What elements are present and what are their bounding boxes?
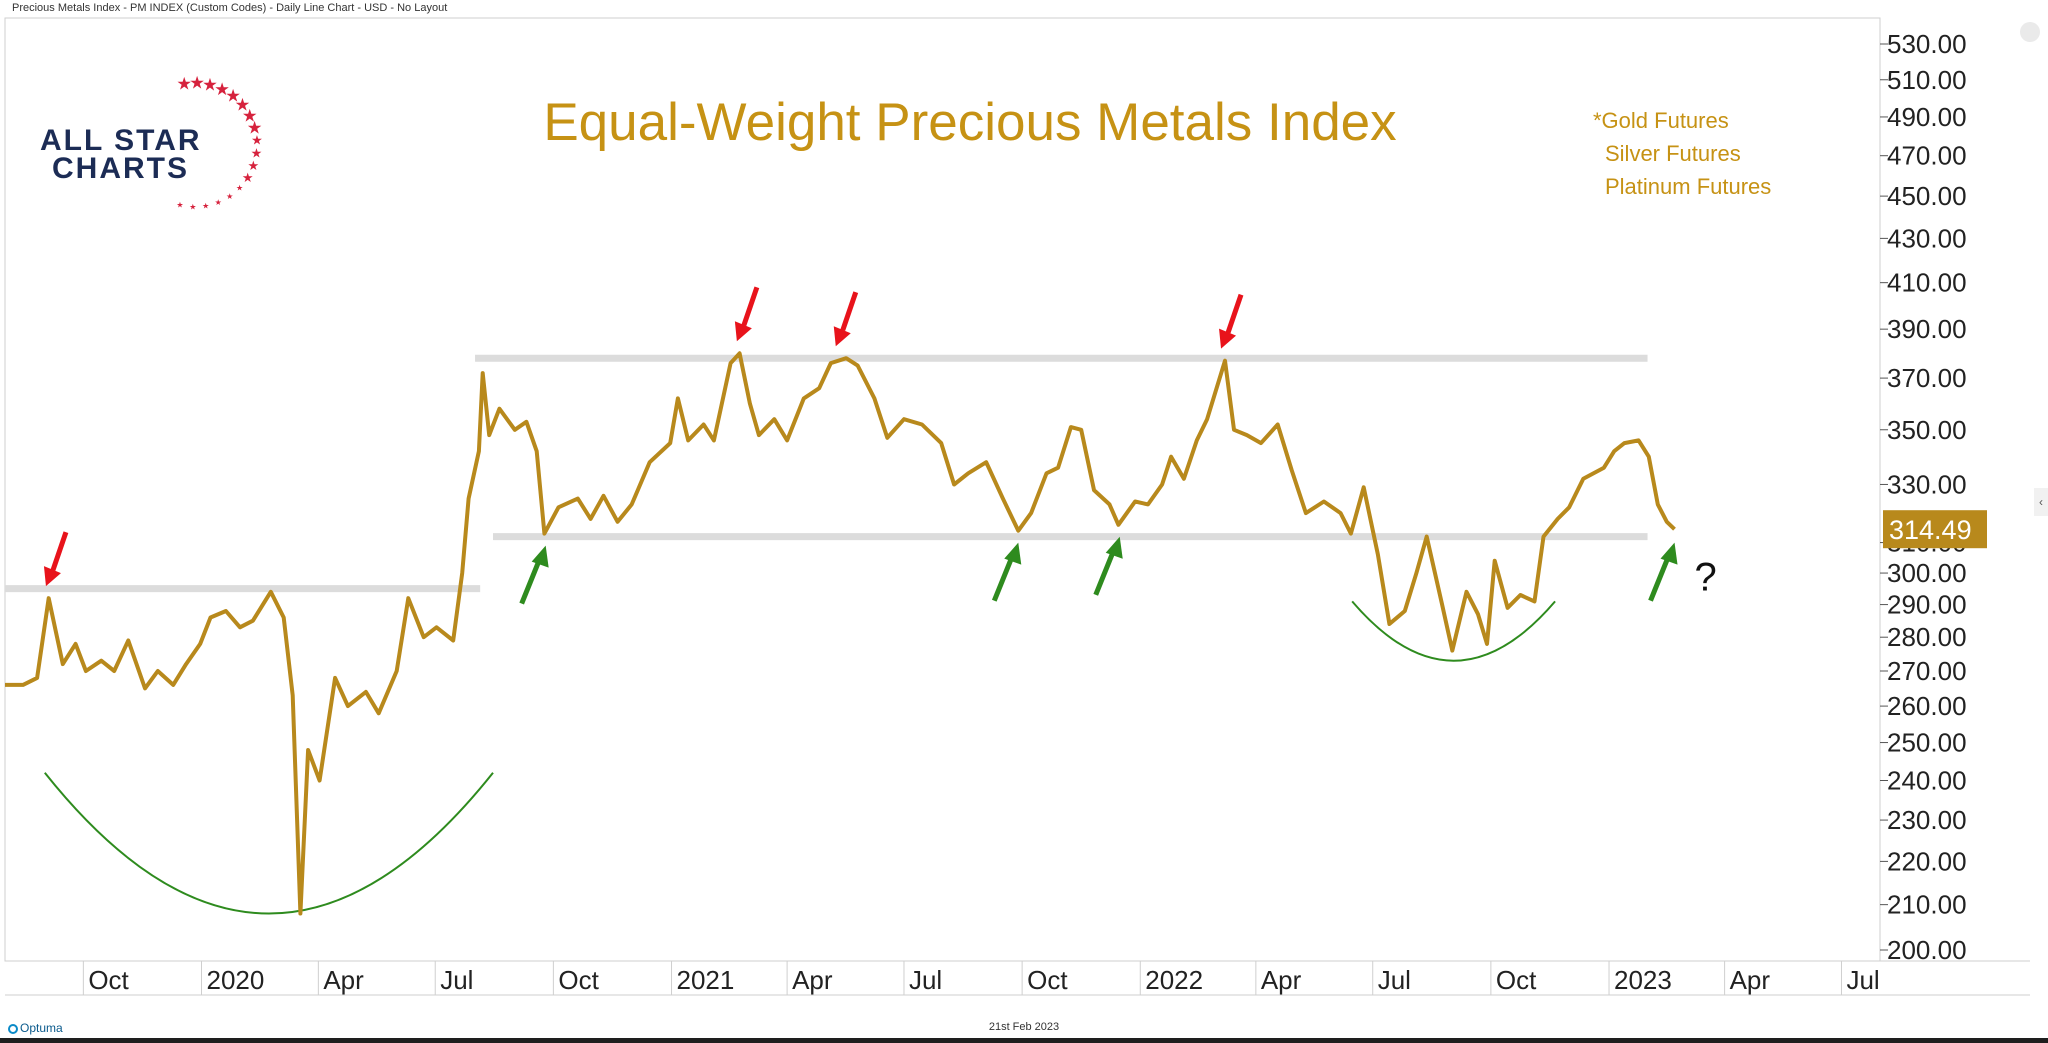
- logo-star-icon: ★: [251, 146, 262, 161]
- logo-star-icon: ★: [235, 95, 251, 115]
- question-mark: ?: [1695, 556, 1717, 600]
- footer-date: 21st Feb 2023: [988, 1021, 1060, 1033]
- logo-star-icon: ★: [202, 202, 209, 211]
- legend: *Gold Futures Silver Futures Platinum Futu…: [1593, 108, 1771, 199]
- logo-line-1: ALL STAR: [40, 124, 202, 157]
- legend-item: Platinum Futures: [1605, 174, 1771, 199]
- y-tick-label: 230.00: [1887, 805, 1967, 835]
- y-tick-label: 280.00: [1887, 622, 1967, 652]
- logo-star-icon: ★: [242, 105, 258, 125]
- bottom-bar: [0, 1038, 2048, 1043]
- logo-star-icon: ★: [236, 184, 243, 193]
- x-tick-label: 2022: [1145, 965, 1203, 995]
- logo-star-icon: ★: [214, 79, 230, 99]
- y-tick-label: 390.00: [1887, 314, 1967, 344]
- footer-brand-label: Optuma: [20, 1021, 63, 1035]
- logo-star-icon: ★: [176, 201, 183, 210]
- y-tick-label: 220.00: [1887, 846, 1967, 876]
- y-tick-label: 240.00: [1887, 766, 1967, 796]
- y-tick-label: 450.00: [1887, 181, 1967, 211]
- y-tick-label: 470.00: [1887, 141, 1967, 171]
- footer-brand: Optuma: [8, 1021, 63, 1035]
- y-tick-label: 200.00: [1887, 935, 1967, 965]
- logo-star-icon: ★: [242, 170, 253, 185]
- down-arrow-head-icon: [734, 321, 752, 342]
- y-tick-label: 370.00: [1887, 363, 1967, 393]
- logo-line-2: CHARTS: [52, 152, 189, 185]
- base-arc: [1351, 600, 1556, 662]
- down-arrow-icon: [50, 531, 69, 571]
- y-tick-label: 350.00: [1887, 415, 1967, 445]
- logo-star-icon: ★: [251, 133, 262, 148]
- logo-star-icon: ★: [215, 198, 222, 207]
- x-tick-label: Jul: [1846, 965, 1879, 995]
- up-arrow-icon: [519, 560, 541, 605]
- logo-star-icon: ★: [225, 86, 241, 106]
- x-tick-label: Oct: [88, 965, 129, 995]
- x-tick-label: Apr: [792, 965, 833, 995]
- lock-icon[interactable]: [2020, 22, 2040, 42]
- x-tick-label: 2021: [677, 965, 735, 995]
- logo-star-icon: ★: [226, 192, 233, 201]
- legend-item: *Gold Futures: [1593, 108, 1729, 133]
- down-arrow-head-icon: [833, 326, 851, 347]
- x-axis: Oct 2020 Apr Jul Oct 2021 Apr Jul Oct 2022 Apr Jul O…: [82, 961, 1880, 995]
- price-tag-label: 314.49: [1889, 515, 1972, 545]
- x-tick-label: Oct: [1027, 965, 1068, 995]
- y-axis: 530.00 510.00 490.00 470.00 450.00 430.00 410.…: [1880, 29, 1967, 965]
- y-tick-label: 530.00: [1887, 29, 1967, 59]
- y-tick-label: 210.00: [1887, 890, 1967, 920]
- price-line: [5, 351, 1676, 916]
- x-tick-label: Jul: [1378, 965, 1411, 995]
- price-tag-box: [1883, 510, 1987, 549]
- legend-item: Silver Futures: [1605, 141, 1741, 166]
- collapse-panel-icon[interactable]: ‹: [2034, 488, 2048, 516]
- y-tick-label: 270.00: [1887, 656, 1967, 686]
- base-arc: [44, 772, 494, 915]
- up-arrow-head-icon: [1105, 536, 1123, 559]
- optuma-logo-icon: [8, 1023, 18, 1034]
- last-price-tag: 314.49: [1883, 510, 1987, 549]
- up-arrow-icon: [1093, 551, 1116, 596]
- y-tick-label: 300.00: [1887, 558, 1967, 588]
- logo-star-icon: ★: [247, 117, 263, 137]
- down-arrow-icon: [1225, 293, 1244, 334]
- x-tick-label: Oct: [558, 965, 599, 995]
- y-tick-label: 290.00: [1887, 590, 1967, 620]
- logo-star-icon: ★: [176, 73, 192, 93]
- logo-star-icon: ★: [248, 158, 259, 173]
- up-arrow-icon: [991, 557, 1014, 602]
- logo-star-icon: ★: [202, 74, 218, 94]
- y-tick-label: 250.00: [1887, 728, 1967, 758]
- x-tick-label: 2020: [206, 965, 264, 995]
- down-arrow-icon: [741, 286, 760, 327]
- y-tick-label: 510.00: [1887, 65, 1967, 95]
- chart-header: Precious Metals Index - PM INDEX (Custom…: [12, 2, 448, 14]
- x-tick-label: Jul: [909, 965, 942, 995]
- x-tick-label: 2023: [1614, 965, 1672, 995]
- y-tick-label: 430.00: [1887, 223, 1967, 253]
- logo-star-icon: ★: [189, 202, 196, 211]
- up-arrow-head-icon: [1660, 542, 1678, 565]
- x-tick-label: Apr: [1730, 965, 1771, 995]
- down-arrow-head-icon: [1219, 328, 1237, 349]
- up-arrow-head-icon: [531, 545, 549, 568]
- down-arrow-head-icon: [43, 566, 61, 587]
- chart-title: Equal-Weight Precious Metals Index: [543, 93, 1396, 152]
- y-tick-label: 410.00: [1887, 268, 1967, 298]
- down-arrow-icon: [840, 291, 859, 332]
- x-tick-label: Oct: [1496, 965, 1537, 995]
- up-arrow-head-icon: [1004, 542, 1022, 565]
- x-tick-label: Apr: [1261, 965, 1302, 995]
- logo-star-icon: ★: [189, 73, 205, 93]
- x-tick-label: Apr: [323, 965, 364, 995]
- y-tick-label: 260.00: [1887, 691, 1967, 721]
- up-arrow-icon: [1648, 557, 1670, 602]
- x-tick-label: Jul: [440, 965, 473, 995]
- y-tick-label: 490.00: [1887, 102, 1967, 132]
- y-tick-label: 330.00: [1887, 469, 1967, 499]
